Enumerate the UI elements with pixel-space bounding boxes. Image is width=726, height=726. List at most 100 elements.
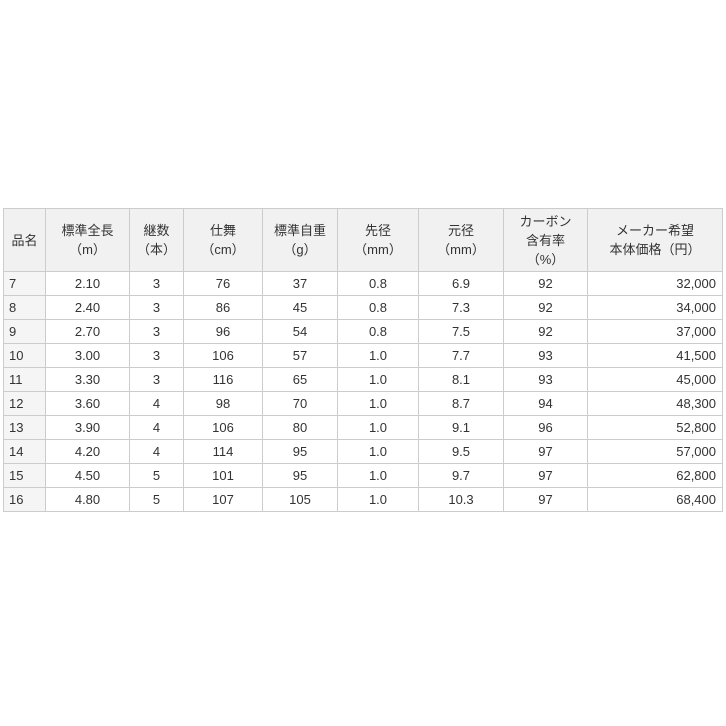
table-body: 7 2.10 3 76 37 0.8 6.9 92 32,000 8 2.40 3 86 45 0.8 7.3…: [3, 271, 723, 512]
cell-butt-dia: 7.7: [418, 343, 504, 368]
cell-closed: 96: [183, 319, 263, 344]
cell-closed: 116: [183, 367, 263, 392]
spec-table: 品名 標準全長 （m） 継数 （本） 仕舞 （cm） 標準自重 （g） 先径 （…: [3, 208, 723, 512]
table-row: 15 4.50 5 101 95 1.0 9.7 97 62,800: [3, 463, 723, 488]
cell-name: 11: [3, 367, 46, 392]
cell-weight: 57: [262, 343, 338, 368]
table-row: 16 4.80 5 107 105 1.0 10.3 97 68,400: [3, 487, 723, 512]
header-row: 品名 標準全長 （m） 継数 （本） 仕舞 （cm） 標準自重 （g） 先径 （…: [3, 208, 723, 272]
cell-tip-dia: 1.0: [337, 463, 419, 488]
cell-tip-dia: 1.0: [337, 367, 419, 392]
cell-butt-dia: 7.3: [418, 295, 504, 320]
cell-weight: 80: [262, 415, 338, 440]
cell-name: 16: [3, 487, 46, 512]
table-row: 14 4.20 4 114 95 1.0 9.5 97 57,000: [3, 439, 723, 464]
cell-tip-dia: 1.0: [337, 343, 419, 368]
column-header-closed: 仕舞 （cm）: [183, 208, 263, 272]
table-row: 9 2.70 3 96 54 0.8 7.5 92 37,000: [3, 319, 723, 344]
cell-carbon: 92: [503, 295, 588, 320]
cell-weight: 70: [262, 391, 338, 416]
cell-name: 15: [3, 463, 46, 488]
cell-carbon: 97: [503, 463, 588, 488]
column-header-length: 標準全長 （m）: [45, 208, 130, 272]
cell-weight: 65: [262, 367, 338, 392]
cell-price: 34,000: [587, 295, 723, 320]
cell-name: 9: [3, 319, 46, 344]
table-row: 8 2.40 3 86 45 0.8 7.3 92 34,000: [3, 295, 723, 320]
cell-name: 14: [3, 439, 46, 464]
cell-name: 12: [3, 391, 46, 416]
cell-tip-dia: 1.0: [337, 487, 419, 512]
column-header-tip-dia: 先径 （mm）: [337, 208, 419, 272]
table-row: 12 3.60 4 98 70 1.0 8.7 94 48,300: [3, 391, 723, 416]
cell-weight: 105: [262, 487, 338, 512]
cell-butt-dia: 9.7: [418, 463, 504, 488]
cell-closed: 107: [183, 487, 263, 512]
cell-carbon: 92: [503, 319, 588, 344]
cell-closed: 98: [183, 391, 263, 416]
cell-tip-dia: 0.8: [337, 271, 419, 296]
cell-name: 8: [3, 295, 46, 320]
column-header-weight: 標準自重 （g）: [262, 208, 338, 272]
cell-closed: 106: [183, 343, 263, 368]
cell-butt-dia: 9.1: [418, 415, 504, 440]
cell-sections: 3: [129, 319, 184, 344]
cell-weight: 54: [262, 319, 338, 344]
cell-length: 2.10: [45, 271, 130, 296]
cell-length: 4.80: [45, 487, 130, 512]
column-header-butt-dia: 元径 （mm）: [418, 208, 504, 272]
cell-butt-dia: 8.1: [418, 367, 504, 392]
cell-price: 48,300: [587, 391, 723, 416]
cell-sections: 4: [129, 439, 184, 464]
cell-closed: 76: [183, 271, 263, 296]
cell-sections: 4: [129, 415, 184, 440]
table-row: 10 3.00 3 106 57 1.0 7.7 93 41,500: [3, 343, 723, 368]
cell-price: 52,800: [587, 415, 723, 440]
cell-price: 62,800: [587, 463, 723, 488]
cell-length: 2.70: [45, 319, 130, 344]
cell-sections: 5: [129, 487, 184, 512]
cell-length: 2.40: [45, 295, 130, 320]
cell-weight: 95: [262, 463, 338, 488]
cell-price: 68,400: [587, 487, 723, 512]
cell-carbon: 93: [503, 343, 588, 368]
cell-tip-dia: 1.0: [337, 439, 419, 464]
cell-sections: 3: [129, 271, 184, 296]
cell-sections: 5: [129, 463, 184, 488]
cell-name: 13: [3, 415, 46, 440]
column-header-carbon: カーボン 含有率 （%）: [503, 208, 588, 272]
cell-carbon: 97: [503, 487, 588, 512]
cell-price: 57,000: [587, 439, 723, 464]
cell-length: 3.60: [45, 391, 130, 416]
cell-tip-dia: 1.0: [337, 391, 419, 416]
cell-closed: 86: [183, 295, 263, 320]
cell-weight: 37: [262, 271, 338, 296]
cell-tip-dia: 1.0: [337, 415, 419, 440]
cell-butt-dia: 6.9: [418, 271, 504, 296]
cell-carbon: 94: [503, 391, 588, 416]
cell-closed: 101: [183, 463, 263, 488]
cell-closed: 114: [183, 439, 263, 464]
column-header-price: メーカー希望 本体価格（円）: [587, 208, 723, 272]
cell-carbon: 93: [503, 367, 588, 392]
cell-length: 3.30: [45, 367, 130, 392]
cell-carbon: 97: [503, 439, 588, 464]
cell-length: 3.00: [45, 343, 130, 368]
cell-name: 10: [3, 343, 46, 368]
cell-sections: 3: [129, 367, 184, 392]
table-row: 13 3.90 4 106 80 1.0 9.1 96 52,800: [3, 415, 723, 440]
cell-tip-dia: 0.8: [337, 319, 419, 344]
cell-length: 4.20: [45, 439, 130, 464]
column-header-name: 品名: [3, 208, 46, 272]
cell-price: 45,000: [587, 367, 723, 392]
cell-price: 32,000: [587, 271, 723, 296]
table-row: 7 2.10 3 76 37 0.8 6.9 92 32,000: [3, 271, 723, 296]
column-header-sections: 継数 （本）: [129, 208, 184, 272]
cell-weight: 45: [262, 295, 338, 320]
cell-butt-dia: 7.5: [418, 319, 504, 344]
cell-price: 41,500: [587, 343, 723, 368]
cell-butt-dia: 9.5: [418, 439, 504, 464]
cell-carbon: 92: [503, 271, 588, 296]
cell-sections: 4: [129, 391, 184, 416]
